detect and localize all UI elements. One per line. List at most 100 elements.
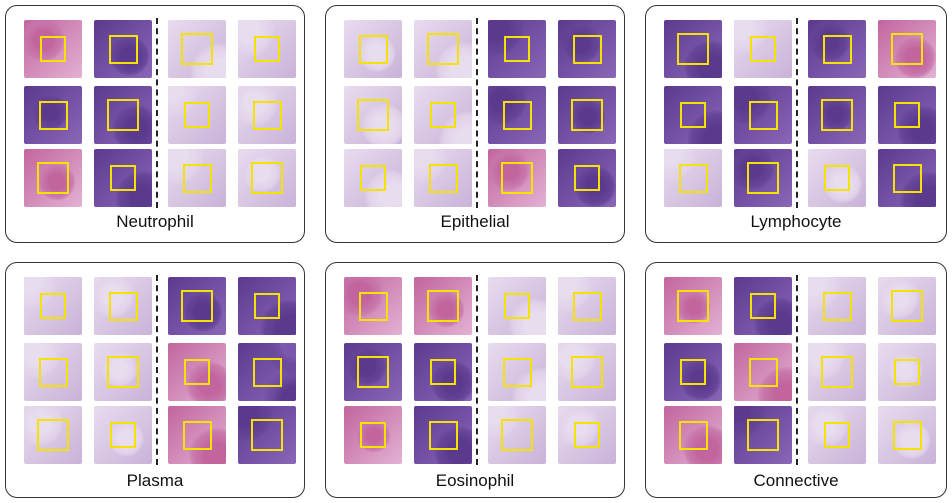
bounding-box bbox=[37, 162, 69, 194]
panel-label: Plasma bbox=[126, 471, 184, 490]
tissue-texture bbox=[414, 277, 472, 335]
cell-image bbox=[238, 149, 296, 207]
cell-image bbox=[344, 149, 402, 207]
tissue-texture bbox=[734, 20, 792, 78]
tissue-texture bbox=[488, 343, 546, 401]
dashed-separator bbox=[156, 18, 158, 208]
cell-image bbox=[808, 86, 866, 144]
tissue-texture bbox=[344, 343, 402, 401]
cell-image bbox=[664, 406, 722, 464]
cell-image bbox=[664, 20, 722, 78]
panel-label: Eosinophil bbox=[435, 471, 515, 490]
cell-image bbox=[168, 277, 226, 335]
tissue-texture bbox=[664, 343, 722, 401]
tissue-texture bbox=[344, 277, 402, 335]
cell-image bbox=[878, 343, 936, 401]
panel-eosinophil: Eosinophil bbox=[325, 262, 625, 498]
cell-image bbox=[808, 406, 866, 464]
cell-image bbox=[168, 406, 226, 464]
cell-image bbox=[24, 149, 82, 207]
tissue-texture bbox=[94, 86, 152, 144]
bounding-box bbox=[37, 419, 69, 451]
cell-image bbox=[94, 406, 152, 464]
tissue-texture bbox=[558, 343, 616, 401]
bounding-box bbox=[678, 163, 708, 193]
cell-image bbox=[24, 277, 82, 335]
bounding-box bbox=[574, 422, 600, 448]
cell-image bbox=[734, 86, 792, 144]
cell-image bbox=[344, 86, 402, 144]
panel-plasma: Plasma bbox=[5, 262, 305, 498]
cell-image bbox=[558, 149, 616, 207]
bounding-box bbox=[677, 290, 709, 322]
bounding-box bbox=[891, 290, 923, 322]
tissue-texture bbox=[488, 406, 546, 464]
bounding-box bbox=[184, 102, 210, 128]
bounding-box bbox=[254, 36, 280, 62]
cell-image bbox=[808, 20, 866, 78]
tissue-texture bbox=[808, 406, 866, 464]
bounding-box bbox=[428, 163, 458, 193]
tissue-texture bbox=[24, 343, 82, 401]
tissue-texture bbox=[664, 20, 722, 78]
cell-image bbox=[878, 406, 936, 464]
panel-label: Lymphocyte bbox=[750, 212, 842, 231]
panel-connective: Connective bbox=[645, 262, 947, 498]
bounding-box bbox=[571, 99, 603, 131]
cell-image bbox=[238, 343, 296, 401]
cell-image bbox=[238, 86, 296, 144]
cell-image bbox=[344, 20, 402, 78]
cell-image bbox=[168, 343, 226, 401]
tissue-texture bbox=[558, 406, 616, 464]
tissue-texture bbox=[238, 149, 296, 207]
cell-image bbox=[24, 343, 82, 401]
bounding-box bbox=[182, 163, 212, 193]
cell-image bbox=[344, 406, 402, 464]
cell-image bbox=[878, 149, 936, 207]
cell-image bbox=[94, 343, 152, 401]
cell-image bbox=[558, 343, 616, 401]
tissue-texture bbox=[558, 149, 616, 207]
panel-lymphocyte: Lymphocyte bbox=[645, 5, 947, 243]
bounding-box bbox=[892, 163, 922, 193]
cell-image bbox=[878, 277, 936, 335]
tissue-texture bbox=[664, 149, 722, 207]
bounding-box bbox=[750, 293, 776, 319]
cell-image bbox=[94, 20, 152, 78]
bounding-box bbox=[891, 33, 923, 65]
bounding-box bbox=[358, 34, 388, 64]
bounding-box bbox=[824, 422, 850, 448]
bounding-box bbox=[502, 100, 532, 130]
tissue-texture bbox=[238, 277, 296, 335]
bounding-box bbox=[571, 356, 603, 388]
bounding-box bbox=[430, 102, 456, 128]
tissue-texture bbox=[878, 343, 936, 401]
cell-image bbox=[878, 20, 936, 78]
panel-epithelial: Epithelial bbox=[325, 5, 625, 243]
cell-image bbox=[94, 277, 152, 335]
tissue-texture bbox=[168, 20, 226, 78]
tissue-texture bbox=[168, 277, 226, 335]
panel-label: Epithelial bbox=[440, 212, 510, 231]
cell-image bbox=[488, 20, 546, 78]
tissue-texture bbox=[808, 86, 866, 144]
bounding-box bbox=[357, 99, 389, 131]
cell-image bbox=[664, 86, 722, 144]
tissue-texture bbox=[808, 277, 866, 335]
bounding-box bbox=[894, 359, 920, 385]
tissue-texture bbox=[94, 277, 152, 335]
bounding-box bbox=[504, 36, 530, 62]
dashed-separator bbox=[476, 275, 478, 465]
cell-image bbox=[414, 343, 472, 401]
bounding-box bbox=[680, 359, 706, 385]
bounding-box bbox=[572, 291, 602, 321]
cell-image bbox=[558, 406, 616, 464]
cell-image bbox=[664, 343, 722, 401]
cell-image bbox=[238, 20, 296, 78]
tissue-texture bbox=[168, 343, 226, 401]
tissue-texture bbox=[488, 20, 546, 78]
cell-image bbox=[808, 343, 866, 401]
cell-image bbox=[558, 277, 616, 335]
cell-image bbox=[488, 149, 546, 207]
bounding-box bbox=[574, 165, 600, 191]
